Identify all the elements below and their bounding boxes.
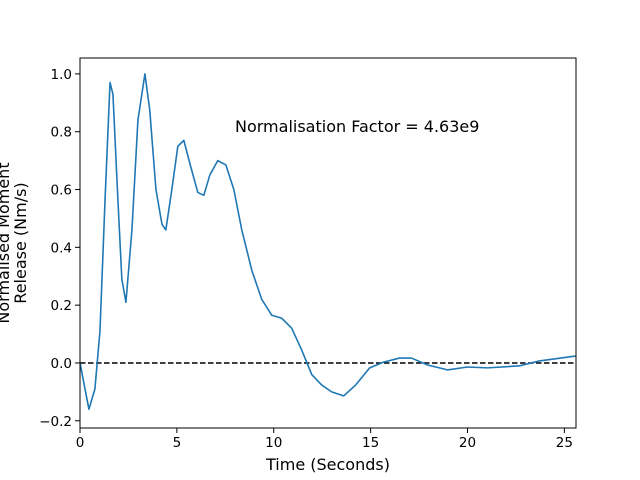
plot-frame (79, 57, 577, 429)
x-tick-label: 0 (76, 435, 85, 451)
y-axis-label: Normalised Moment (0, 162, 13, 323)
annotation: Normalisation Factor = 4.63e9 (235, 117, 479, 136)
x-tick-label: 15 (362, 435, 379, 451)
y-tick-label: 0.6 (51, 183, 72, 199)
y-axis-label: Release (Nm/s) (11, 182, 30, 303)
y-tick-label: 0.4 (51, 240, 72, 256)
data-line (80, 73, 576, 411)
x-tick-label: 10 (265, 435, 282, 451)
y-tick-label: 0.8 (51, 125, 72, 141)
x-tick-label: 25 (556, 435, 573, 451)
y-tick-label: 0.2 (51, 298, 72, 314)
y-tick-label: −0.2 (39, 414, 72, 430)
y-tick-label: 1.0 (51, 67, 72, 83)
y-tick-label: 0.0 (51, 356, 72, 372)
x-tick-label: 20 (459, 435, 476, 451)
x-tick-label: 5 (173, 435, 182, 451)
x-axis-label: Time (Seconds) (265, 455, 390, 474)
